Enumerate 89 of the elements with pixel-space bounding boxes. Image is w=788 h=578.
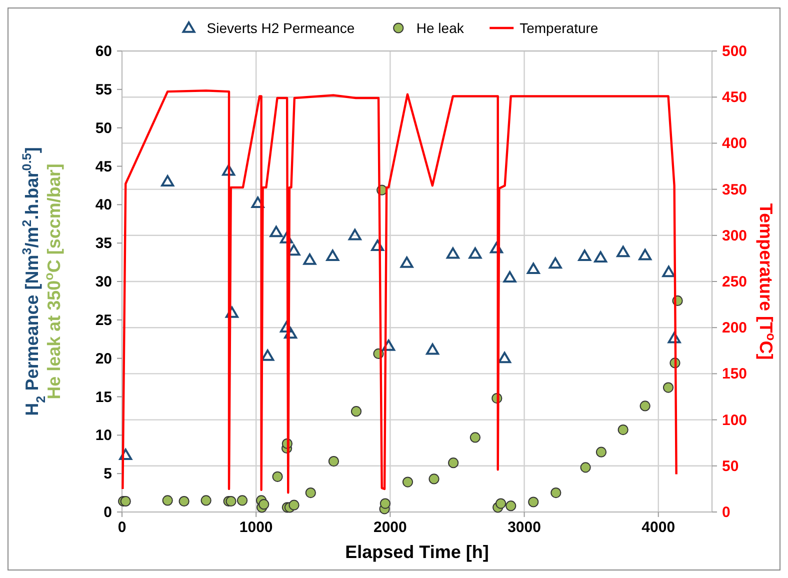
y-tick-label: 50	[95, 120, 112, 137]
y2-tick-label: 450	[722, 89, 748, 106]
point	[326, 250, 340, 261]
point	[526, 262, 540, 274]
point	[270, 226, 283, 238]
y-tick-label: 40	[95, 196, 112, 214]
y2-tick-label: 250	[722, 274, 748, 290]
y-tick-label: 20	[95, 350, 112, 368]
legend-label: Sieverts H2 Permeance	[206, 20, 355, 36]
point	[162, 495, 173, 506]
y2-tick-label: 300	[722, 227, 748, 244]
point	[498, 352, 512, 364]
legend-label: He leak	[416, 20, 465, 36]
point	[580, 462, 591, 473]
point	[261, 350, 274, 361]
point	[348, 228, 362, 240]
y2-tick-label: 50	[722, 458, 739, 475]
point	[258, 499, 270, 510]
point	[618, 424, 628, 436]
line-series	[122, 90, 678, 494]
point	[280, 232, 294, 244]
point	[288, 500, 300, 510]
point	[222, 164, 236, 176]
point	[596, 446, 607, 458]
point	[638, 248, 652, 260]
x-tick-label: 2000	[373, 519, 407, 536]
point	[328, 456, 340, 467]
y2-tick-label: 350	[722, 181, 748, 198]
y-tick-label: 10	[95, 427, 112, 444]
point	[225, 306, 238, 318]
point	[426, 343, 440, 355]
y-tick-label: 0	[104, 504, 112, 521]
y2-tick-label: 100	[722, 412, 748, 429]
point	[470, 432, 480, 443]
point	[548, 257, 562, 269]
point	[528, 496, 539, 508]
point	[382, 340, 396, 351]
x-tick-label: 4000	[642, 519, 676, 536]
y-tick-label: 5	[104, 466, 112, 483]
point	[119, 448, 132, 460]
y2-tick-label: 200	[722, 320, 748, 337]
y-tick-label: 25	[95, 312, 112, 329]
point	[226, 496, 236, 507]
point	[506, 500, 516, 512]
point	[280, 321, 294, 332]
point	[616, 246, 630, 258]
y2-tick-label: 150	[722, 366, 748, 383]
point	[236, 495, 248, 506]
point	[402, 476, 414, 488]
x-tick-label: 3000	[508, 519, 541, 536]
legend-label: Temperature	[520, 20, 598, 36]
y2-tick-label: 0	[722, 504, 730, 521]
y-tick-label: 45	[95, 158, 112, 176]
point	[496, 498, 506, 509]
point	[668, 332, 681, 344]
point	[490, 242, 504, 254]
y-tick-label: 35	[95, 235, 112, 252]
point	[448, 458, 459, 468]
point	[380, 498, 391, 509]
point	[428, 474, 440, 484]
point	[200, 495, 212, 506]
point	[578, 250, 592, 261]
point	[503, 271, 516, 283]
point	[305, 487, 316, 498]
x-axis-title: Elapsed Time [h]	[345, 542, 489, 562]
point	[251, 196, 264, 208]
point	[468, 247, 482, 259]
y-tick-label: 55	[95, 81, 112, 98]
point	[161, 175, 174, 186]
point	[594, 251, 608, 263]
y2-tick-label: 500	[722, 43, 748, 60]
point	[400, 256, 414, 268]
point	[662, 266, 676, 278]
point	[272, 471, 283, 482]
x-tick-label: 0	[118, 519, 126, 536]
y2-tick-label: 400	[722, 135, 748, 152]
y-tick-label: 15	[95, 388, 112, 406]
point	[303, 253, 316, 265]
y-tick-label: 30	[95, 274, 112, 290]
point	[550, 487, 562, 498]
point	[640, 400, 650, 412]
point	[371, 240, 384, 252]
point	[662, 382, 674, 393]
point	[178, 496, 190, 507]
point	[446, 247, 460, 259]
point	[284, 327, 298, 339]
y-tick-label: 60	[95, 43, 112, 60]
x-tick-label: 1000	[239, 519, 273, 536]
point	[350, 406, 362, 417]
